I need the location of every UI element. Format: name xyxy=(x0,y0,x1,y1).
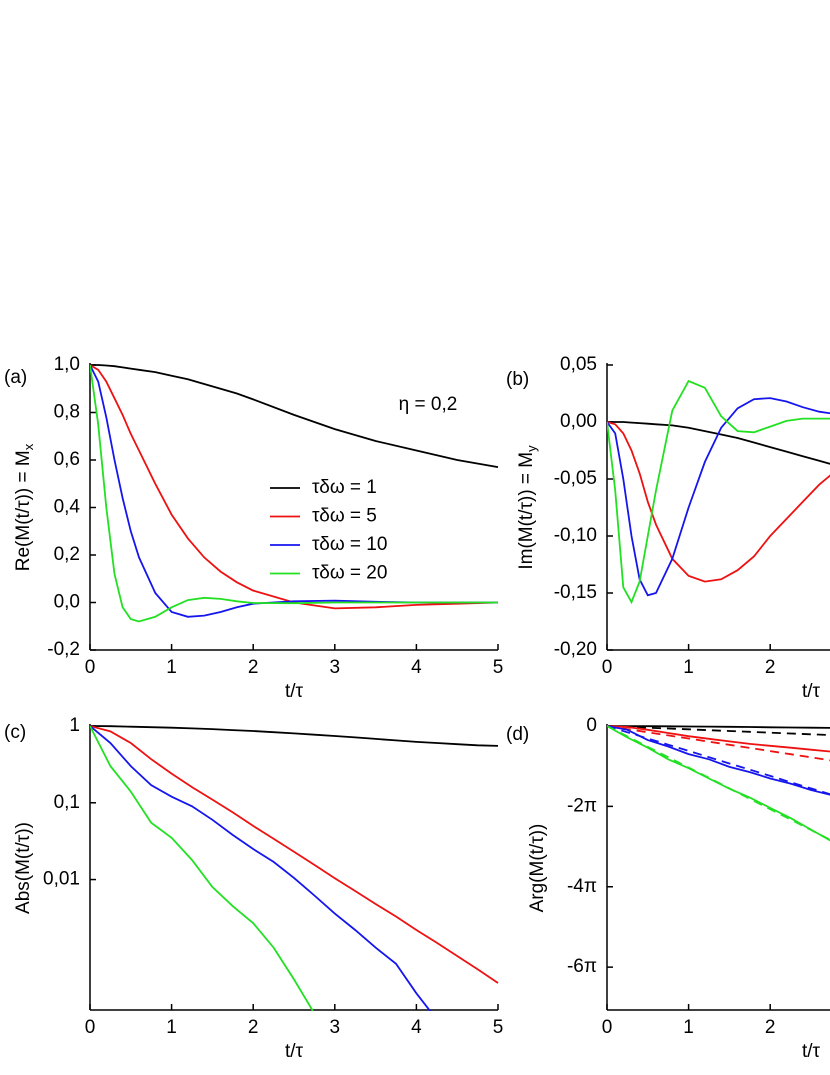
panel: -0,2 0,0 0,2 0,4 0,6 0,8 1,0 0 1 2 3 4 5 t/τ Re(M(t/τ)… xyxy=(4,354,503,702)
x-tick-label: 0 xyxy=(85,1017,96,1038)
y-axis-label-main: Re(M(t/τ)) = M xyxy=(13,450,34,571)
legend-label: τδω = 20 xyxy=(312,563,387,584)
series-line xyxy=(90,364,499,610)
series-line xyxy=(90,725,432,1011)
panel: 0,01 0,1 1 0 1 2 3 4 5 t/τ Abs(M(t/τ)) (c) xyxy=(4,715,503,1062)
series-line xyxy=(607,725,830,796)
panel: -6π -4π -2π 0 0 1 2 t/τ Arg(M(t/τ)) (d) xyxy=(506,715,830,1062)
y-tick-label: -0,05 xyxy=(554,468,597,489)
series-line xyxy=(607,397,830,597)
series-line xyxy=(607,421,830,465)
y-tick-label: 0,01 xyxy=(43,869,80,890)
y-tick-label: 0,6 xyxy=(54,449,80,470)
series-line xyxy=(607,421,830,583)
y-axis-label-main: Arg(M(t/τ)) xyxy=(527,824,548,913)
series-line xyxy=(90,725,499,747)
x-tick-label: 0 xyxy=(602,1017,613,1038)
x-tick-label: 4 xyxy=(411,657,422,678)
legend-label: τδω = 5 xyxy=(312,506,377,527)
plot-area xyxy=(90,725,499,1011)
legend-label: τδω = 10 xyxy=(312,534,387,555)
legend-label: τδω = 1 xyxy=(312,477,377,498)
series-line xyxy=(607,379,830,605)
y-tick-label: 0,0 xyxy=(54,592,80,613)
panel-label: (d) xyxy=(506,724,529,745)
x-tick-label: 2 xyxy=(248,1017,259,1038)
y-tick-label: -0,2 xyxy=(47,639,80,660)
y-axis-label: Re(M(t/τ)) = Mx xyxy=(13,443,36,571)
y-tick-label: 1,0 xyxy=(54,354,80,375)
x-tick-label: 5 xyxy=(493,1017,504,1038)
x-tick-label: 3 xyxy=(330,657,341,678)
panel-label: (a) xyxy=(4,367,27,388)
y-tick-label: 0,8 xyxy=(54,402,80,423)
y-tick-label: 0,1 xyxy=(54,792,80,813)
y-tick-label: 0,05 xyxy=(560,354,597,375)
y-tick-label: -0,10 xyxy=(554,525,597,546)
annotation: η = 0,2 xyxy=(399,394,458,415)
panel-label: (c) xyxy=(4,722,26,743)
series-line xyxy=(90,725,499,984)
panel-label: (b) xyxy=(506,369,529,390)
x-tick-label: 1 xyxy=(166,1017,177,1038)
y-axis-label: Im(M(t/τ)) = My xyxy=(516,445,539,570)
y-axis-label: Arg(M(t/τ)) xyxy=(527,824,548,913)
x-tick-label: 3 xyxy=(330,1017,341,1038)
x-tick-label: 4 xyxy=(411,1017,422,1038)
x-axis-label: t/τ xyxy=(285,1041,304,1062)
y-tick-label: -0,15 xyxy=(554,582,597,603)
y-tick-label: -4π xyxy=(567,876,597,897)
series-line xyxy=(607,725,830,841)
plot-area xyxy=(607,379,830,605)
x-axis-label: t/τ xyxy=(802,1041,821,1062)
x-tick-label: 0 xyxy=(602,657,613,678)
y-tick-label: 0,2 xyxy=(54,544,80,565)
x-tick-label: 2 xyxy=(765,657,776,678)
series-line xyxy=(90,364,499,468)
series-line xyxy=(90,725,314,1011)
x-tick-label: 2 xyxy=(765,1017,776,1038)
plot-area xyxy=(90,364,499,623)
y-axis-label: Abs(M(t/τ)) xyxy=(13,822,34,914)
series-line xyxy=(607,725,830,753)
y-tick-label: 0,00 xyxy=(560,411,597,432)
y-tick-label: 0 xyxy=(586,715,597,736)
y-axis-label-sub: y xyxy=(524,445,539,452)
x-tick-label: 2 xyxy=(248,657,259,678)
x-axis-label: t/τ xyxy=(285,681,304,702)
x-tick-label: 5 xyxy=(493,657,504,678)
y-tick-label: -6π xyxy=(567,956,597,977)
y-axis-label-main: Abs(M(t/τ)) xyxy=(13,822,34,914)
y-axis-label-main: Im(M(t/τ)) = M xyxy=(516,452,537,570)
x-tick-label: 1 xyxy=(683,657,694,678)
y-tick-label: -2π xyxy=(567,795,597,816)
y-axis-label-sub: x xyxy=(21,443,36,450)
x-axis-label: t/τ xyxy=(802,681,821,702)
series-line xyxy=(607,725,830,796)
x-tick-label: 1 xyxy=(166,657,177,678)
y-tick-label: 1 xyxy=(69,715,80,736)
x-tick-label: 1 xyxy=(683,1017,694,1038)
x-tick-label: 0 xyxy=(85,657,96,678)
series-line xyxy=(607,725,830,762)
y-tick-label: 0,4 xyxy=(54,497,81,518)
series-line xyxy=(607,725,830,736)
series-line xyxy=(90,364,498,623)
y-tick-label: -0,20 xyxy=(554,639,597,660)
panel: -0,20 -0,15 -0,10 -0,05 0,00 0,05 0 1 2 t/τ Im(M(t… xyxy=(506,354,830,702)
series-line xyxy=(607,725,830,729)
series-line xyxy=(90,364,498,618)
plot-area xyxy=(607,725,830,842)
